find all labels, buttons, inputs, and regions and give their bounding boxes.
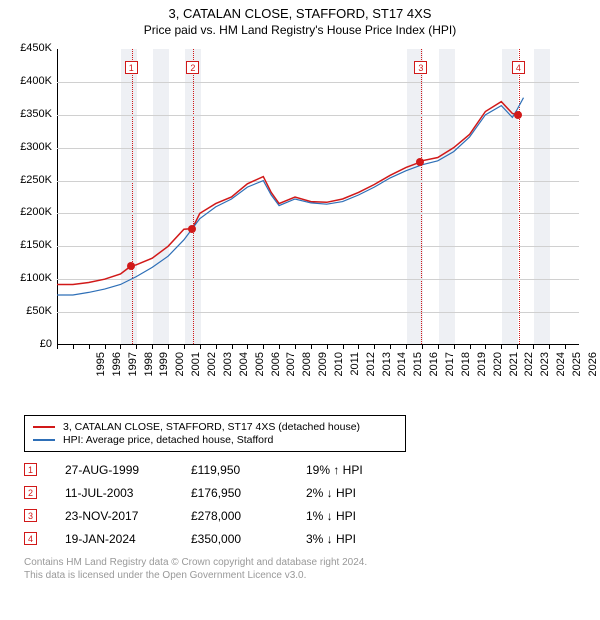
legend-item: HPI: Average price, detached house, Staf… <box>33 434 397 446</box>
price-chart: £0£50K£100K£150K£200K£250K£300K£350K£400… <box>15 45 585 405</box>
sale-delta: 1% ↓ HPI <box>306 509 356 523</box>
series-red <box>57 102 518 285</box>
sale-delta: 2% ↓ HPI <box>306 486 356 500</box>
table-row: 2 11-JUL-2003£176,9502% ↓ HPI <box>24 481 590 504</box>
sale-id-box: 1 <box>24 463 37 476</box>
legend-label: 3, CATALAN CLOSE, STAFFORD, ST17 4XS (de… <box>63 421 360 433</box>
sale-date: 27-AUG-1999 <box>65 463 191 477</box>
legend-swatch <box>33 439 55 441</box>
sale-id-box: 3 <box>24 509 37 522</box>
event-marker-label: 3 <box>414 61 427 74</box>
legend: 3, CATALAN CLOSE, STAFFORD, ST17 4XS (de… <box>24 415 406 452</box>
sale-price: £350,000 <box>191 532 306 546</box>
table-row: 4 19-JAN-2024£350,0003% ↓ HPI <box>24 527 590 550</box>
event-marker-label: 4 <box>512 61 525 74</box>
sale-date: 23-NOV-2017 <box>65 509 191 523</box>
event-marker-dot <box>514 111 522 119</box>
event-marker-label: 1 <box>125 61 138 74</box>
sale-delta: 3% ↓ HPI <box>306 532 356 546</box>
sale-date: 19-JAN-2024 <box>65 532 191 546</box>
attribution-line1: Contains HM Land Registry data © Crown c… <box>24 556 590 569</box>
sale-date: 11-JUL-2003 <box>65 486 191 500</box>
event-marker-dot <box>416 158 424 166</box>
table-row: 3 23-NOV-2017£278,0001% ↓ HPI <box>24 504 590 527</box>
sales-table: 1 27-AUG-1999£119,95019% ↑ HPI 2 11-JUL-200… <box>24 458 590 550</box>
event-marker-dot <box>127 262 135 270</box>
attribution: Contains HM Land Registry data © Crown c… <box>24 556 590 582</box>
legend-item: 3, CATALAN CLOSE, STAFFORD, ST17 4XS (de… <box>33 421 397 433</box>
event-marker-dot <box>188 225 196 233</box>
page-title: 3, CATALAN CLOSE, STAFFORD, ST17 4XS <box>10 6 590 21</box>
table-row: 1 27-AUG-1999£119,95019% ↑ HPI <box>24 458 590 481</box>
sale-id-box: 2 <box>24 486 37 499</box>
legend-swatch <box>33 426 55 428</box>
sale-price: £119,950 <box>191 463 306 477</box>
attribution-line2: This data is licensed under the Open Gov… <box>24 569 590 582</box>
sale-price: £278,000 <box>191 509 306 523</box>
legend-label: HPI: Average price, detached house, Staf… <box>63 434 273 446</box>
chart-lines <box>15 45 585 405</box>
sale-id-box: 4 <box>24 532 37 545</box>
page-subtitle: Price paid vs. HM Land Registry's House … <box>10 23 590 37</box>
event-marker-label: 2 <box>186 61 199 74</box>
sale-price: £176,950 <box>191 486 306 500</box>
sale-delta: 19% ↑ HPI <box>306 463 363 477</box>
x-tick-label: 2026 <box>587 352 599 392</box>
